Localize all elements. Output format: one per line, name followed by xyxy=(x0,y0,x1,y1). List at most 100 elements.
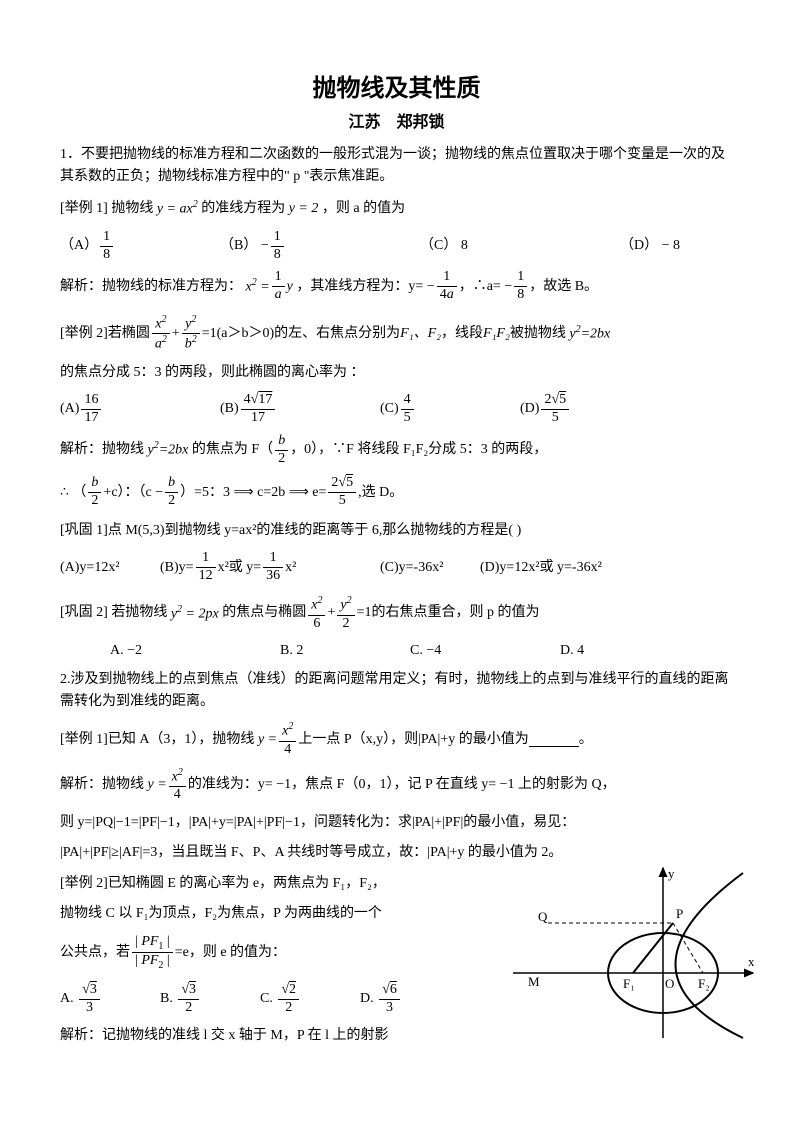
page-title: 抛物线及其性质 xyxy=(60,70,733,108)
text: 被抛物线 xyxy=(510,323,566,345)
option-a: A. −2 xyxy=(110,640,280,662)
label: （B） xyxy=(220,235,257,257)
paragraph-2: 2.涉及到抛物线上的点到焦点（准线）的距离问题常用定义；有时，抛物线上的点到与准… xyxy=(60,669,733,714)
fraction: √33 xyxy=(79,982,100,1017)
fraction: b2 xyxy=(165,475,178,510)
fraction: x24 xyxy=(169,767,186,804)
blank-line xyxy=(529,733,579,747)
text: F₁ xyxy=(400,323,413,345)
author: 江苏 郑邦锁 xyxy=(60,110,733,136)
equation: y = ax2 xyxy=(153,197,201,221)
option-c: (C) 45 xyxy=(380,392,520,427)
example-1-options: （A） 18 （B） − 18 （C） 8 （D） − 8 xyxy=(60,229,733,264)
option-b: (B)y= 112 x²或 y= 136 x² xyxy=(160,550,380,585)
label: （A） xyxy=(60,235,98,257)
label: (B)y= xyxy=(160,557,194,579)
fraction: 18 xyxy=(271,229,284,264)
text: =e，则 e 的值为： xyxy=(175,942,286,964)
fraction: 2√55 xyxy=(541,392,569,427)
option-b: B. 2 xyxy=(280,640,410,662)
text: F₁F₂ xyxy=(483,323,510,345)
label-y: y xyxy=(668,866,675,881)
fraction: 1a xyxy=(272,269,285,304)
equation: y2 = 2px xyxy=(167,602,222,626)
equation: y xyxy=(287,276,297,298)
fraction: √32 xyxy=(178,982,199,1017)
text: x² xyxy=(285,557,296,579)
fraction: | PF1 || PF2 | xyxy=(132,934,173,973)
example-2-solution-1: 解析：抛物线 y2=2bx 的焦点为 F（ b2 ，0），∵F 将线段 F₁F₂… xyxy=(60,433,733,468)
conic-diagram: y x Q P M F₁ O F₂ xyxy=(503,863,763,1043)
equation: y2=2bx xyxy=(144,438,192,462)
fraction: 4√1717 xyxy=(241,392,276,427)
fraction: 18 xyxy=(514,269,527,304)
text: ，0），∵F 将线段 F₁F₂分成 5：3 的两段， xyxy=(290,439,547,461)
consolidate-1: [巩固 1]点 M(5,3)到抛物线 y=ax²的准线的距离等于 6,那么抛物线… xyxy=(60,520,733,542)
option-c: （C） 8 xyxy=(420,229,620,264)
fraction: √22 xyxy=(278,982,299,1017)
equation: y = 2 xyxy=(285,198,322,220)
example-1-solution: 解析：抛物线的标准方程为： x2 = 1a y ，其准线方程为：y= − 14a… xyxy=(60,269,733,304)
equation: y = xyxy=(254,729,277,751)
text: ,选 D。 xyxy=(358,482,403,504)
equation: y2=2bx xyxy=(566,322,610,346)
fraction: 112 xyxy=(196,550,216,585)
label-o: O xyxy=(665,976,674,991)
label-p: P xyxy=(676,906,683,921)
text: =1(a＞b＞0)的左、右焦点分别为 xyxy=(202,323,400,345)
text: 的焦点为 F（ xyxy=(192,439,273,461)
line-pf1 xyxy=(633,923,673,973)
option-c: C. √22 xyxy=(260,982,360,1017)
example-2-intro: [举例 2]若椭圆 x2a2+ y2b2 =1(a＞b＞0)的左、右焦点分别为 … xyxy=(60,314,733,354)
parabola-curve xyxy=(676,873,744,1038)
option-b: B. √32 xyxy=(160,982,260,1017)
text: 的焦点与椭圆 xyxy=(222,602,306,624)
fraction: 18 xyxy=(100,229,113,264)
text: ，∴a= xyxy=(459,276,501,298)
text: +c）：（c − xyxy=(103,482,163,504)
label: (A) xyxy=(60,398,79,420)
consolidate-2-options: A. −2 B. 2 C. −4 D. 4 xyxy=(110,640,733,662)
example-3-solution-3: |PA|+|PF|≥|AF|=3，当且既当 F、P、A 共线时等号成立，故：|P… xyxy=(60,842,733,864)
paragraph-1: 1．不要把抛物线的标准方程和二次函数的一般形式混为一谈；抛物线的焦点位置取决于哪… xyxy=(60,144,733,189)
option-a: (A)y=12x² xyxy=(60,550,160,585)
label-m: M xyxy=(528,974,540,989)
option-a: （A） 18 xyxy=(60,229,220,264)
label: (D) xyxy=(520,398,539,420)
fraction: 14a xyxy=(437,269,457,304)
label-q: Q xyxy=(538,909,548,924)
example-2-line2: 的焦点分成 5：3 的两段，则此椭圆的离心率为 ： xyxy=(60,362,733,384)
fraction: 136 xyxy=(263,550,283,585)
option-d: (D) 2√55 xyxy=(520,392,571,427)
text: ，则 a 的值为 xyxy=(322,198,405,220)
fraction: b2 xyxy=(275,433,288,468)
example-4-block: [举例 2]已知椭圆 E 的离心率为 e，两焦点为 F₁，F₂， 抛物线 C 以… xyxy=(60,873,733,1047)
text: 解析：抛物线的标准方程为： xyxy=(60,276,242,298)
option-d: （D） − 8 xyxy=(620,229,680,264)
fraction: √63 xyxy=(379,982,400,1017)
text: [举例 1] 抛物线 xyxy=(60,198,153,220)
text: ，故选 B。 xyxy=(529,276,598,298)
example-1-intro: [举例 1] 抛物线 y = ax2 的准线方程为 y = 2 ，则 a 的值为 xyxy=(60,197,733,221)
example-3-intro: [举例 1]已知 A（3，1），抛物线 y = x24 上一点 P（x,y），则… xyxy=(60,721,733,758)
option-c: C. −4 xyxy=(410,640,560,662)
text: 的右焦点重合，则 p 的值为 xyxy=(371,602,539,624)
example-3-solution-2: 则 y=|PQ|−1=|PF|−1，|PA|+y=|PA|+|PF|−1，问题转… xyxy=(60,812,733,834)
example-2-solution-2: ∴ （ b2 +c）：（c − b2 ）=5：3 ⟹ c=2b ⟹ e= 2√5… xyxy=(60,475,733,510)
text: ∴ （ xyxy=(60,482,86,504)
fraction: 2√55 xyxy=(328,475,356,510)
option-a: A. √33 xyxy=(60,982,160,1017)
example-2-options: (A) 1617 (B) 4√1717 (C) 45 (D) 2√55 xyxy=(60,392,733,427)
fraction: x24 xyxy=(279,721,296,758)
example-3-solution-1: 解析：抛物线 y = x24 的准线为：y= −1，焦点 F（0，1），记 P … xyxy=(60,767,733,804)
text: ）=5：3 ⟹ c=2b ⟹ e= xyxy=(180,482,326,504)
option-d: D. 4 xyxy=(560,640,584,662)
text: x²或 y= xyxy=(218,557,262,579)
label-f2: F₂ xyxy=(698,976,710,991)
label: C. xyxy=(260,988,273,1010)
fraction: x26 xyxy=(308,595,325,632)
text: 公共点，若 xyxy=(60,942,130,964)
label: (B) xyxy=(220,398,239,420)
text: 解析：抛物线 xyxy=(60,774,144,796)
text: 的准线为：y= −1，焦点 F（0，1），记 P 在直线 y= −1 上的射影为… xyxy=(188,774,616,796)
